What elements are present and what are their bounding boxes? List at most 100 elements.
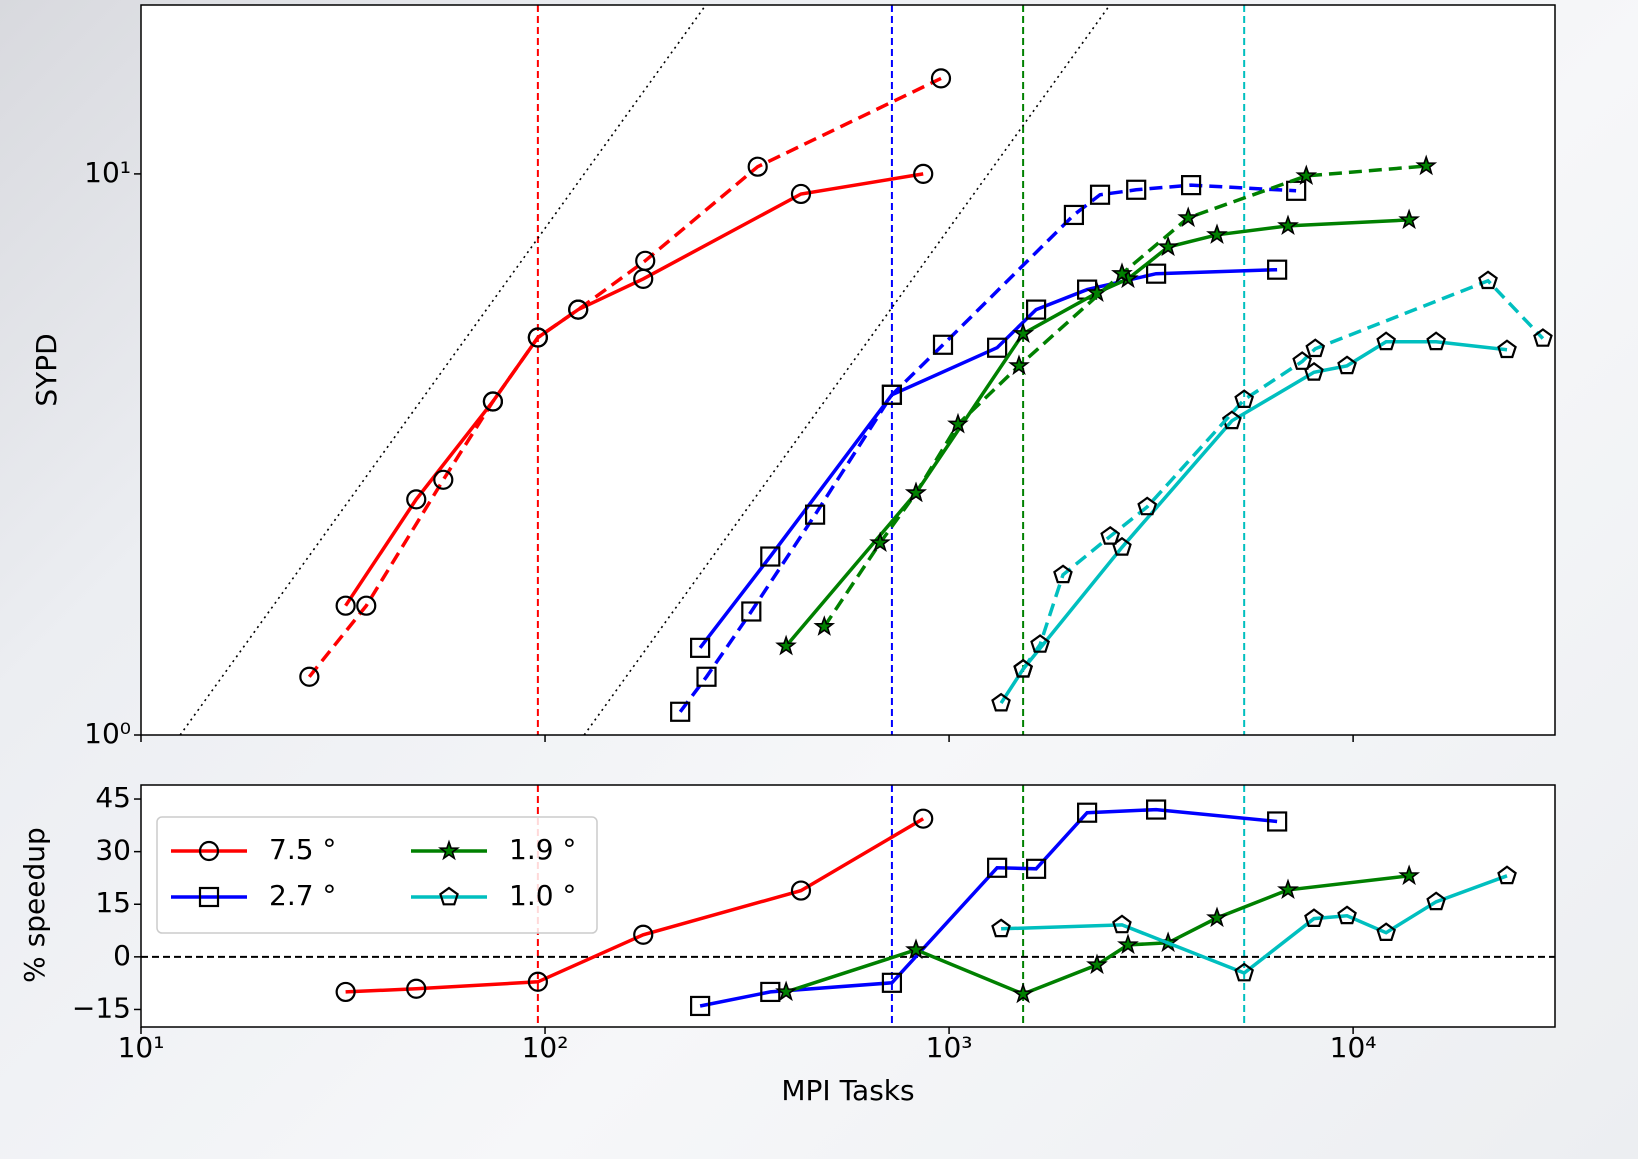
marker: [881, 384, 903, 405]
marker: [1277, 214, 1299, 236]
x-tick-label: 10⁴: [1330, 1031, 1377, 1064]
marker: [1025, 299, 1047, 320]
marker: [1292, 351, 1312, 370]
marker: [633, 924, 654, 945]
marker: [1426, 891, 1446, 911]
marker: [913, 163, 934, 185]
marker: [1025, 858, 1047, 879]
marker: [1180, 175, 1202, 196]
marker: [1277, 878, 1299, 900]
marker: [635, 250, 656, 271]
axes-frame: [140, 784, 1556, 1028]
marker: [775, 634, 797, 656]
marker: [439, 886, 459, 906]
series-line: [678, 183, 1297, 713]
marker: [433, 469, 454, 490]
y-axis-label: SYPD: [30, 333, 63, 406]
marker: [741, 601, 762, 622]
marker: [905, 481, 927, 503]
marker: [1053, 564, 1073, 584]
marker: [406, 978, 427, 999]
marker: [1222, 410, 1242, 430]
marker: [1012, 322, 1035, 343]
series-line: [698, 267, 1278, 649]
marker: [775, 980, 797, 1002]
legend-label: 7.5 °: [269, 833, 336, 866]
legend-label: 2.7 °: [269, 879, 336, 912]
marker: [1117, 933, 1139, 955]
y-tick-label: 45: [95, 781, 131, 814]
marker: [1234, 389, 1254, 408]
y-tick-label: 0: [113, 939, 131, 972]
marker: [991, 918, 1011, 938]
marker: [335, 595, 356, 616]
marker: [760, 546, 781, 567]
marker: [1415, 154, 1438, 176]
marker: [1063, 204, 1085, 226]
marker: [1137, 496, 1158, 516]
legend-box: [156, 816, 598, 934]
marker: [670, 701, 691, 722]
marker: [1177, 206, 1200, 228]
y-tick-label: 10⁰: [84, 717, 131, 750]
series-line: [999, 340, 1508, 705]
marker: [406, 489, 427, 510]
marker: [1267, 259, 1288, 280]
x-tick-label: 10²: [522, 1031, 569, 1064]
marker: [1206, 906, 1228, 928]
x-axis-label: MPI Tasks: [781, 1074, 914, 1107]
marker: [1008, 354, 1030, 376]
marker: [1376, 331, 1396, 351]
y-tick-label: 10¹: [84, 156, 131, 189]
marker: [1497, 339, 1517, 359]
marker: [1376, 922, 1396, 941]
marker: [1100, 525, 1121, 545]
series-line: [345, 817, 925, 994]
series-line: [1001, 874, 1508, 975]
legend-label: 1.0 °: [509, 879, 576, 912]
marker: [1012, 982, 1035, 1004]
marker: [932, 334, 954, 355]
marker: [760, 981, 781, 1003]
marker: [527, 971, 548, 992]
y-tick-label: −15: [72, 991, 131, 1024]
marker: [1398, 864, 1421, 886]
marker: [947, 412, 969, 434]
marker: [299, 666, 320, 687]
marker: [1295, 164, 1318, 186]
marker: [1146, 799, 1167, 820]
marker: [905, 938, 927, 960]
x-tick-label: 10¹: [118, 1031, 165, 1064]
legend-label: 1.9 °: [509, 833, 576, 866]
marker: [747, 156, 768, 177]
marker: [1030, 634, 1050, 653]
marker: [869, 531, 892, 553]
marker: [527, 327, 548, 348]
marker: [987, 857, 1008, 878]
y-axis-label: % speedup: [18, 827, 51, 983]
marker: [690, 995, 711, 1017]
marker: [804, 504, 826, 525]
marker: [1305, 338, 1326, 358]
marker: [198, 886, 220, 908]
marker: [1398, 208, 1421, 230]
marker: [335, 981, 356, 1003]
series-line: [344, 172, 924, 607]
plot-layer: [179, 5, 1553, 735]
marker: [1337, 905, 1357, 925]
y-tick-label: 30: [95, 834, 131, 867]
marker: [1206, 223, 1228, 244]
marker: [1337, 355, 1357, 375]
marker: [1146, 263, 1167, 284]
marker: [790, 880, 812, 901]
series-line: [307, 76, 942, 678]
marker: [1267, 811, 1288, 832]
marker: [696, 666, 717, 687]
marker: [1533, 328, 1553, 347]
marker: [913, 808, 934, 829]
marker: [438, 839, 460, 861]
plot-layer: [141, 785, 1555, 1027]
marker: [1286, 180, 1307, 201]
marker: [356, 595, 377, 616]
marker: [930, 68, 952, 89]
